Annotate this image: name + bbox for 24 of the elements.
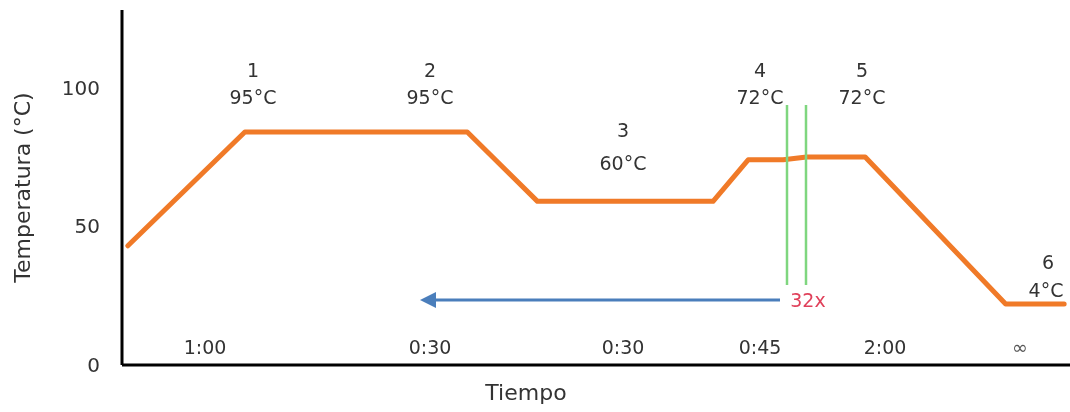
annotation: 4 <box>753 58 767 81</box>
x-axis-title: Tiempo <box>484 380 567 405</box>
annotation: 72°C <box>736 85 784 108</box>
y-axis-title: Temperatura (°C) <box>10 92 35 284</box>
annotation: 6 <box>1041 250 1055 273</box>
annotation: 0:30 <box>408 335 452 358</box>
annotation: 1:00 <box>183 335 227 358</box>
annotation: 95°C <box>229 85 277 108</box>
y-tick-label: 50 <box>74 214 100 239</box>
annotation: 32x <box>790 288 826 311</box>
annotation: 60°C <box>599 151 647 174</box>
annotation: ∞ <box>1012 335 1028 358</box>
annotation: 3 <box>616 118 630 141</box>
annotation: 2 <box>423 58 437 81</box>
annotation: 1 <box>246 58 260 81</box>
y-tick-label: 0 <box>87 353 100 377</box>
annotation: 95°C <box>406 85 454 108</box>
annotation: 72°C <box>838 85 886 108</box>
annotation: 4°C <box>1028 278 1064 301</box>
y-tick-label: 100 <box>61 75 100 100</box>
annotation: 0:45 <box>738 335 782 358</box>
annotation: 0:30 <box>601 335 645 358</box>
annotation: 2:00 <box>863 335 907 358</box>
annotation: 5 <box>855 58 869 81</box>
